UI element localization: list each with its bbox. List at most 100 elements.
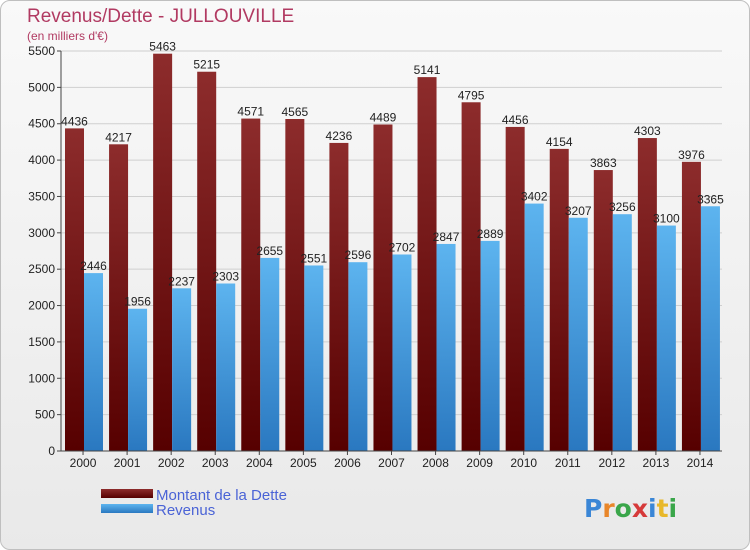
- bar-revenus-2004: [260, 257, 280, 451]
- y-tick-label: 5500: [28, 44, 55, 58]
- x-tick-label: 2012: [598, 456, 625, 470]
- bar-revenus-2005: [304, 265, 324, 451]
- bar-dette-2014: [681, 161, 701, 451]
- data-label: 3207: [565, 204, 592, 218]
- data-label: 2551: [300, 251, 327, 265]
- bar-revenus-2003: [216, 283, 236, 451]
- bar-dette-2001: [109, 144, 129, 452]
- x-tick-label: 2011: [555, 456, 581, 470]
- data-label: 3863: [590, 156, 617, 170]
- legend-label-revenus: Revenus: [156, 502, 215, 519]
- x-tick-label: 2003: [202, 456, 229, 470]
- y-tick-label: 3500: [28, 189, 55, 203]
- bar-revenus-2009: [480, 240, 500, 451]
- data-label: 2655: [256, 244, 283, 258]
- data-label: 4303: [634, 124, 661, 138]
- legend-swatch-debt: [101, 489, 153, 498]
- data-label: 4217: [105, 130, 132, 144]
- y-tick-label: 4000: [28, 153, 55, 167]
- y-tick-label: 0: [48, 444, 55, 458]
- bar-dette-2009: [461, 102, 481, 451]
- bar-dette-2000: [65, 128, 84, 451]
- data-label: 5463: [149, 40, 176, 54]
- bar-revenus-2012: [612, 214, 632, 451]
- legend: Montant de la Dette Revenus: [101, 487, 287, 519]
- data-label: 3402: [521, 190, 548, 204]
- data-label: 4795: [458, 88, 485, 102]
- bar-dette-2011: [549, 148, 569, 451]
- y-tick-label: 5000: [28, 80, 55, 94]
- data-label: 4456: [502, 113, 529, 127]
- data-label: 4436: [61, 114, 88, 128]
- bars: [65, 53, 720, 452]
- y-tick-label: 1000: [28, 371, 55, 385]
- x-tick-label: 2014: [687, 456, 714, 470]
- bar-dette-2004: [241, 118, 261, 452]
- data-label: 4236: [326, 129, 353, 143]
- x-tick-label: 2008: [422, 456, 449, 470]
- bar-revenus-2010: [524, 203, 544, 451]
- bar-revenus-2014: [700, 206, 720, 451]
- bar-dette-2005: [285, 119, 305, 451]
- x-tick-label: 2007: [378, 456, 405, 470]
- bar-dette-2013: [637, 138, 657, 451]
- x-tick-label: 2013: [643, 456, 670, 470]
- x-tick-label: 2009: [466, 456, 493, 470]
- bar-revenus-2002: [172, 288, 192, 451]
- bar-dette-2012: [593, 170, 613, 451]
- axes: 0 500 1000 1500 2000 2500 3000 3500 4000 4500 5000…: [28, 44, 722, 470]
- brand-logo: Proxiti: [584, 494, 677, 523]
- data-label: 4565: [281, 105, 308, 119]
- y-tick-label: 4500: [28, 117, 55, 131]
- data-label: 2303: [212, 270, 239, 284]
- x-tick-label: 2006: [334, 456, 361, 470]
- data-label: 4489: [370, 111, 397, 125]
- bar-dette-2006: [329, 142, 349, 451]
- bar-revenus-2001: [128, 308, 148, 451]
- bar-revenus-2007: [392, 254, 412, 451]
- y-tick-label: 2500: [28, 262, 55, 276]
- x-tick-label: 2004: [246, 456, 273, 470]
- data-labels: 4436 2446 4217 1956 5463 2237 5215 2303 4571 2655…: [61, 40, 724, 309]
- data-label: 5215: [193, 58, 220, 72]
- data-label: 3256: [609, 200, 636, 214]
- chart-subtitle: (en milliers d'€): [27, 29, 108, 43]
- data-label: 2596: [345, 248, 372, 262]
- bar-dette-2007: [373, 124, 393, 451]
- y-tick-label: 500: [35, 408, 55, 422]
- data-label: 3100: [653, 212, 680, 226]
- y-tick-label: 3000: [28, 226, 55, 240]
- x-tick-label: 2000: [70, 456, 97, 470]
- bar-dette-2003: [197, 71, 217, 452]
- data-label: 1956: [124, 295, 151, 309]
- legend-swatch-revenus: [101, 504, 153, 513]
- data-label: 3365: [697, 192, 724, 206]
- chart-title: Revenus/Dette - JULLOUVILLE: [27, 6, 294, 27]
- y-tick-label: 2000: [28, 299, 55, 313]
- x-tick-label: 2002: [158, 456, 185, 470]
- legend-label-debt: Montant de la Dette: [156, 487, 287, 504]
- bar-revenus-2006: [348, 262, 368, 451]
- bar-dette-2002: [153, 53, 173, 451]
- data-label: 2702: [389, 240, 416, 254]
- data-label: 2889: [477, 227, 504, 241]
- data-label: 3976: [678, 148, 705, 162]
- data-label: 2237: [168, 274, 195, 288]
- data-label: 2446: [80, 259, 107, 273]
- data-label: 2847: [433, 230, 460, 244]
- bar-dette-2010: [505, 126, 525, 451]
- y-tick-label: 1500: [28, 335, 55, 349]
- x-tick-label: 2010: [510, 456, 537, 470]
- data-label: 4571: [237, 105, 264, 119]
- bar-revenus-2000: [84, 273, 103, 451]
- bar-revenus-2011: [568, 217, 588, 451]
- data-label: 5141: [414, 63, 441, 77]
- bar-revenus-2008: [436, 243, 456, 451]
- x-tick-label: 2001: [114, 456, 141, 470]
- x-tick-label: 2005: [290, 456, 317, 470]
- data-label: 4154: [546, 135, 573, 149]
- bar-dette-2008: [417, 77, 437, 451]
- bar-revenus-2013: [656, 225, 676, 451]
